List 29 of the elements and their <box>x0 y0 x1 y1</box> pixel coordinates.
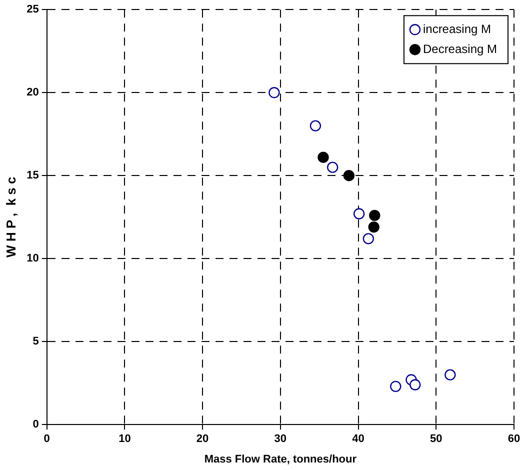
x-tick-label: 60 <box>508 433 520 446</box>
y-tick-label: 10 <box>26 252 39 265</box>
legend-label: increasing M <box>422 22 492 36</box>
point <box>369 210 380 222</box>
y-tick-label: 15 <box>26 170 39 182</box>
point <box>353 208 365 220</box>
y-tick-label: 20 <box>26 86 39 99</box>
point <box>310 120 322 132</box>
point <box>268 87 280 98</box>
y-tick-label: 5 <box>32 336 39 348</box>
x-tick-label: 50 <box>430 433 442 446</box>
y-tick-label: 25 <box>26 4 39 16</box>
point <box>410 379 421 390</box>
point <box>343 170 355 182</box>
y-axis-title: W H P , k s c <box>3 176 18 258</box>
x-axis-title: Mass Flow Rate, tonnes/hour <box>204 453 358 466</box>
point <box>368 221 380 233</box>
x-tick-label: 20 <box>196 433 209 446</box>
legend-label: Decreasing M <box>422 42 498 56</box>
point <box>362 233 374 244</box>
x-tick-label: 30 <box>274 433 287 446</box>
point <box>444 369 456 380</box>
point <box>326 162 338 173</box>
x-tick-label: 0 <box>44 433 50 446</box>
y-tick-label: 0 <box>32 418 39 431</box>
x-tick-label: 40 <box>352 433 364 446</box>
point <box>390 380 402 392</box>
point <box>318 152 329 163</box>
x-tick-label: 10 <box>118 433 131 446</box>
